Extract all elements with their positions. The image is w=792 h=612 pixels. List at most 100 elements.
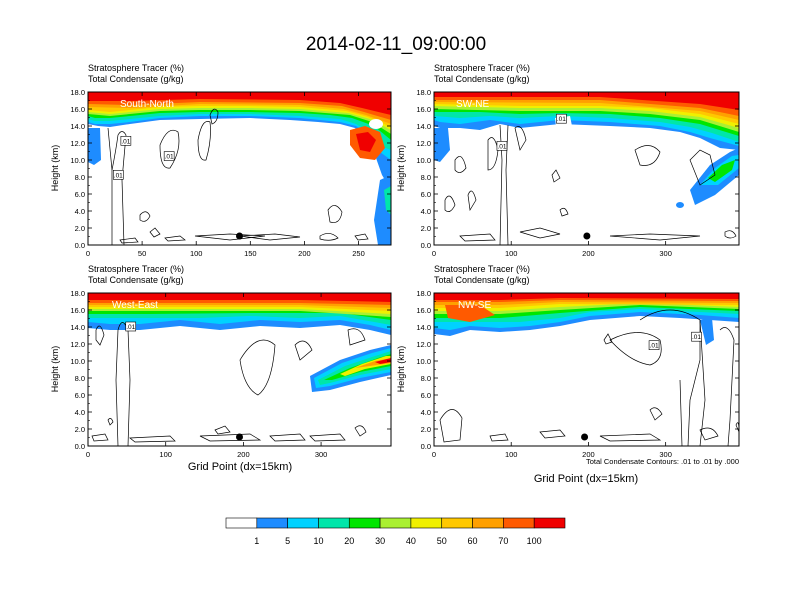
x-tick-label: 100 xyxy=(505,249,518,258)
contour-labels: .01 xyxy=(125,321,137,332)
x-tick-label: 300 xyxy=(659,249,672,258)
y-tick-label: 8.0 xyxy=(75,374,85,383)
x-tick-label: 0 xyxy=(86,450,90,459)
x-tick-label: 150 xyxy=(244,249,257,258)
colorbar-swatch xyxy=(533,517,566,529)
y-tick-label: 14.0 xyxy=(70,323,85,332)
y-tick-label: 2.0 xyxy=(421,425,431,434)
panel-south-north: Stratosphere Tracer (%) Total Condensate… xyxy=(50,63,392,258)
contour-labels: .01 .01 xyxy=(648,331,702,351)
contour-label: .01 xyxy=(114,172,123,179)
x-axis: 0 100 200 300 xyxy=(432,293,672,459)
x-tick-label: 100 xyxy=(505,450,518,459)
panel-name: NW-SE xyxy=(458,300,491,311)
y-tick-label: 0.0 xyxy=(421,241,431,250)
x-tick-label: 250 xyxy=(352,249,365,258)
x-tick-label: 0 xyxy=(432,450,436,459)
x-axis: 0 100 200 300 xyxy=(432,92,672,258)
panel-name: West-East xyxy=(112,300,158,311)
y-tick-label: 6.0 xyxy=(75,391,85,400)
tracer-field xyxy=(88,293,391,446)
y-axis-label: Height (km) xyxy=(50,145,60,192)
x-tick-label: 0 xyxy=(432,249,436,258)
contour-label-box xyxy=(691,331,702,342)
panel-label-tracer: Stratosphere Tracer (%) xyxy=(434,264,530,274)
x-tick-label: 100 xyxy=(190,249,203,258)
location-marker xyxy=(236,433,243,441)
panel-label-condensate: Total Condensate (g/kg) xyxy=(88,275,184,285)
y-tick-label: 16.0 xyxy=(416,105,431,114)
panel-name: South-North xyxy=(120,99,174,110)
contour-label-box xyxy=(648,340,660,351)
y-axis: 0.0 2.0 4.0 6.0 8.0 10.0 12.0 14.0 16.0 18.0 xyxy=(416,88,739,250)
y-tick-label: 4.0 xyxy=(75,408,85,417)
tracer-field xyxy=(434,293,739,446)
colorbar-swatch xyxy=(472,517,504,529)
contour-label: .01 xyxy=(126,324,135,331)
y-tick-label: 18.0 xyxy=(416,88,431,97)
y-tick-label: 10.0 xyxy=(416,156,431,165)
y-tick-label: 18.0 xyxy=(70,289,85,298)
contour-label-box xyxy=(556,113,567,124)
y-tick-label: 14.0 xyxy=(416,323,431,332)
colorbar-swatch xyxy=(287,517,319,529)
panel-label-condensate: Total Condensate (g/kg) xyxy=(434,275,530,285)
x-tick-label: 300 xyxy=(659,450,672,459)
y-tick-label: 10.0 xyxy=(70,357,85,366)
figure-title: 2014-02-11_09:00:00 xyxy=(306,34,486,55)
colorbar-swatch xyxy=(503,517,535,529)
colorbar-swatch xyxy=(225,517,258,529)
y-tick-label: 6.0 xyxy=(75,190,85,199)
colorbar-swatch xyxy=(318,517,350,529)
colorbar-swatch xyxy=(256,517,288,529)
contour-label-box xyxy=(125,321,137,332)
colorbar: 1 5 10 20 30 40 50 60 70 100 xyxy=(225,517,566,546)
colorbar-level-label: 100 xyxy=(527,536,542,546)
contour-labels: .01 .01 .01 xyxy=(113,136,175,180)
contour-labels: .01 .01 xyxy=(496,113,567,151)
x-tick-label: 200 xyxy=(237,450,250,459)
contour-label: .01 xyxy=(650,343,659,350)
colorbar-level-label: 40 xyxy=(406,536,416,546)
x-axis: 0 50 100 150 200 250 xyxy=(86,92,365,258)
y-axis: 0.0 2.0 4.0 6.0 8.0 10.0 12.0 14.0 16.0 18.0 xyxy=(70,289,391,451)
colorbar-level-label: 70 xyxy=(498,536,508,546)
panel-label-tracer: Stratosphere Tracer (%) xyxy=(88,264,184,274)
contour-label-box xyxy=(496,141,508,151)
x-axis-label: Grid Point (dx=15km) xyxy=(188,461,292,473)
x-axis-label: Grid Point (dx=15km) xyxy=(534,473,638,485)
y-tick-label: 14.0 xyxy=(416,122,431,131)
y-axis: 0.0 2.0 4.0 6.0 8.0 10.0 12.0 14.0 16.0 18.0 xyxy=(416,289,739,451)
y-tick-label: 0.0 xyxy=(75,241,85,250)
y-tick-label: 12.0 xyxy=(416,340,431,349)
tracer-field xyxy=(434,92,739,245)
panel-sw-ne: Stratosphere Tracer (%) Total Condensate… xyxy=(396,63,740,258)
y-tick-label: 4.0 xyxy=(75,207,85,216)
y-tick-label: 10.0 xyxy=(416,357,431,366)
x-tick-label: 200 xyxy=(298,249,311,258)
y-tick-label: 8.0 xyxy=(421,173,431,182)
x-tick-label: 200 xyxy=(582,249,595,258)
y-axis-label: Height (km) xyxy=(50,346,60,393)
condensate-contours xyxy=(91,322,367,446)
y-tick-label: 8.0 xyxy=(421,374,431,383)
y-axis-label: Height (km) xyxy=(396,346,406,393)
condensate-contours xyxy=(444,124,737,245)
y-tick-label: 2.0 xyxy=(421,224,431,233)
colorbar-level-label: 60 xyxy=(468,536,478,546)
y-tick-label: 4.0 xyxy=(421,207,431,216)
panel-label-tracer: Stratosphere Tracer (%) xyxy=(88,63,184,73)
contour-label: .01 xyxy=(557,116,566,123)
y-tick-label: 2.0 xyxy=(75,224,85,233)
colorbar-swatch xyxy=(410,517,443,529)
y-axis: 0.0 2.0 4.0 6.0 8.0 10.0 12.0 14.0 16.0 18.0 xyxy=(70,88,391,250)
y-tick-label: 10.0 xyxy=(70,156,85,165)
y-tick-label: 0.0 xyxy=(421,442,431,451)
tracer-field xyxy=(88,92,391,245)
contour-label: .01 xyxy=(165,154,174,161)
colorbar-swatch xyxy=(348,517,381,529)
panel-west-east: Stratosphere Tracer (%) Total Condensate… xyxy=(50,264,392,473)
contour-label: .01 xyxy=(497,143,506,150)
y-tick-label: 4.0 xyxy=(421,408,431,417)
y-tick-label: 16.0 xyxy=(416,306,431,315)
